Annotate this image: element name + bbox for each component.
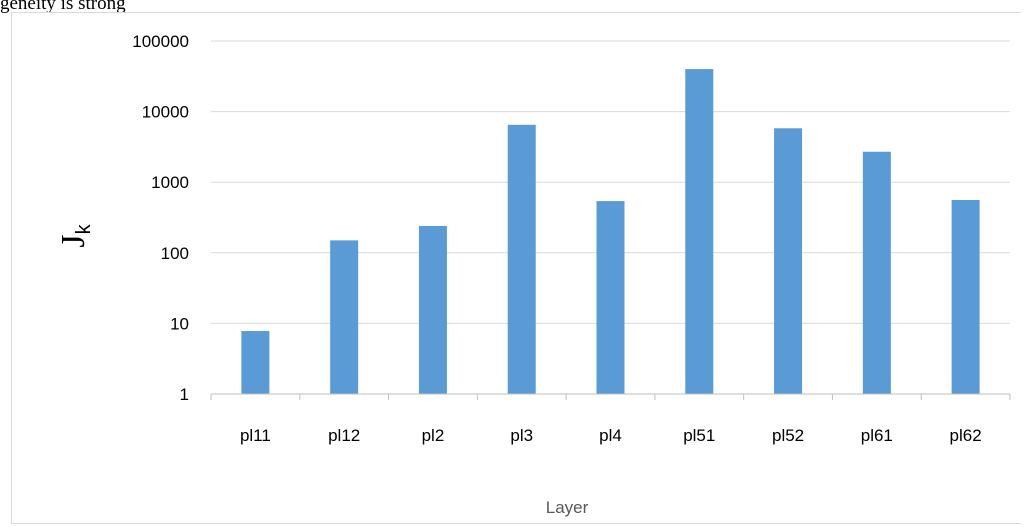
y-tick-label: 1000 (151, 173, 189, 192)
y-axis-title: Jk (55, 223, 95, 247)
bar-pl12 (330, 240, 359, 394)
bar-pl4 (596, 201, 625, 394)
bars (241, 69, 980, 394)
y-tick-label: 10 (170, 314, 189, 333)
x-tick-label: pl61 (861, 426, 893, 445)
x-axis-title: Layer (546, 498, 589, 517)
y-tick-label: 100 (161, 244, 189, 263)
bar-pl2 (418, 225, 447, 394)
bar-pl61 (862, 151, 891, 394)
x-tick-label: pl3 (510, 426, 533, 445)
bar-pl51 (685, 69, 714, 394)
y-tick-label: 1 (180, 385, 189, 404)
chart-frame (11, 12, 1021, 524)
x-tick-label: pl11 (240, 426, 271, 445)
x-tick-label: pl51 (683, 426, 715, 445)
y-axis-title-subscript: k (73, 223, 95, 234)
y-tick-labels: 1 10 100 1000 10000 100000 (132, 32, 189, 404)
x-tick-label: pl2 (422, 426, 445, 445)
x-tick-labels: pl11 pl12 pl2 pl3 pl4 pl51 pl52 pl61 pl62 (240, 426, 982, 445)
x-tick-label: pl62 (950, 426, 982, 445)
x-axis (210, 393, 1011, 400)
x-tick-label: pl12 (328, 426, 360, 445)
bar-pl3 (507, 124, 536, 394)
svg-text:Jk: Jk (55, 223, 95, 247)
y-tick-label: 100000 (132, 32, 189, 51)
bar-pl52 (774, 128, 803, 394)
x-tick-label: pl52 (772, 426, 804, 445)
bar-pl62 (951, 199, 980, 394)
y-tick-label: 10000 (142, 103, 189, 122)
x-tick-label: pl4 (599, 426, 622, 445)
y-axis-title-main: J (55, 234, 92, 247)
bar-pl11 (241, 331, 270, 394)
caption-fragment: geneity is strong (0, 0, 126, 14)
